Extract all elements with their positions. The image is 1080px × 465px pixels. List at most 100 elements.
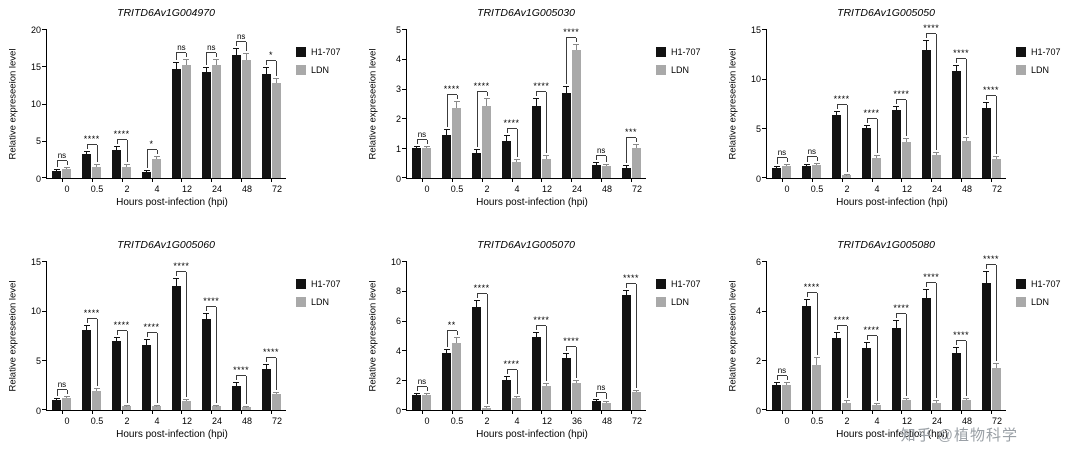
y-tick-label: 15 (750, 24, 761, 35)
error-bar (866, 125, 868, 129)
sig-bracket-top (506, 128, 517, 130)
x-tick-mark (901, 179, 903, 182)
x-tick-label: 0.5 (90, 416, 104, 426)
sig-bracket-top (986, 94, 997, 96)
sig-bracket-right-leg (816, 156, 818, 161)
error-bar-cap (53, 398, 60, 400)
sig-bracket-left-leg (206, 306, 208, 311)
y-tick-mark (402, 320, 406, 322)
sig-bracket-top (206, 52, 217, 54)
y-tick-mark (42, 177, 46, 178)
bar-h1-707 (921, 49, 931, 178)
error-bar-cap (593, 162, 600, 164)
bar-h1-707 (531, 106, 541, 178)
sig-bracket-left-leg (176, 271, 178, 276)
plot-area: ns **** **** **** **** **** ns *** (402, 28, 646, 182)
y-axis-ticks: 0 5 10 15 (20, 257, 46, 416)
error-bar (56, 399, 58, 401)
x-tick-label: 2 (844, 416, 850, 426)
legend-item: LDN (1016, 65, 1061, 75)
error-bar-cap (503, 376, 510, 378)
error-bar (446, 349, 448, 354)
significance-label: **** (83, 307, 100, 318)
significance-label: **** (83, 133, 100, 144)
error-bar-cap (123, 404, 130, 406)
error-bar-cap (93, 388, 100, 390)
error-bar (185, 59, 187, 65)
legend-item: H1-707 (1016, 279, 1061, 289)
bar-group: **** (916, 23, 946, 182)
error-bar (96, 165, 98, 167)
bar-ldn (842, 175, 852, 178)
chart-title: TRITD6Av1G005080 (837, 239, 935, 251)
y-tick-mark (42, 103, 46, 105)
error-bar (535, 332, 537, 337)
bar-group: **** (797, 261, 827, 414)
error-bar (476, 149, 478, 153)
y-tick-mark (42, 66, 46, 68)
bar-group: **** (827, 29, 857, 182)
error-bar (635, 145, 637, 149)
x-tick-label: 24 (931, 184, 942, 194)
error-bar (86, 151, 88, 155)
sig-bracket-top (56, 159, 67, 161)
sig-bracket-left-leg (266, 358, 268, 363)
error-bar (595, 399, 597, 402)
error-bar (565, 87, 567, 94)
error-bar (116, 147, 118, 151)
bar-ldn (961, 400, 971, 410)
x-tick-mark (631, 411, 633, 414)
sig-bracket-left-leg (116, 330, 118, 335)
bar-ldn (241, 59, 251, 178)
legend-swatch-ldn (656, 65, 666, 75)
error-bar (816, 357, 818, 366)
error-bar-cap (413, 145, 420, 147)
x-tick-label: 2 (484, 184, 490, 194)
error-bar-cap (63, 166, 70, 168)
sig-bracket-left-leg (446, 95, 448, 128)
bar-ldn (931, 402, 941, 410)
sig-bracket-top (536, 324, 547, 326)
significance-label: **** (953, 329, 970, 340)
sig-bracket-top (896, 98, 907, 100)
sig-bracket-right-leg (186, 271, 188, 398)
chart-title: TRITD6Av1G005030 (477, 7, 575, 19)
error-bar (866, 342, 868, 348)
x-tick-mark (961, 411, 963, 414)
bar-h1-707 (561, 93, 571, 178)
bar-ldn (601, 166, 611, 178)
bar-h1-707 (621, 167, 631, 178)
bar-ldn (271, 394, 281, 410)
x-tick-label: 0 (424, 416, 430, 426)
legend-label: LDN (1031, 65, 1050, 75)
error-bar (905, 139, 907, 143)
bar-h1-707 (261, 73, 271, 178)
x-tick-mark (61, 179, 63, 182)
sig-bracket-left-leg (926, 282, 928, 287)
sig-bracket-left-leg (146, 150, 148, 169)
sig-bracket-left-leg (476, 294, 478, 299)
bar-h1-707 (802, 166, 812, 178)
significance-label: **** (863, 107, 880, 118)
significance-label: * (269, 49, 274, 60)
bar-ldn (601, 402, 611, 410)
sig-bracket-right-leg (636, 283, 638, 388)
significance-label: **** (893, 88, 910, 99)
significance-label: **** (503, 118, 520, 129)
sig-bracket-top (416, 385, 427, 387)
x-tick-mark (211, 411, 213, 414)
x-tick-mark (421, 411, 423, 414)
significance-label: ns (236, 32, 246, 42)
error-bar (625, 166, 627, 168)
error-bar (816, 163, 818, 166)
y-tick-label: 0 (35, 405, 41, 416)
y-axis-label-col: Relative expreseeion level (366, 261, 380, 411)
bar-h1-707 (201, 318, 211, 410)
chart-panel-6: TRITD6Av1G005080 Relative expreseeion le… (720, 232, 1080, 464)
error-bar (175, 278, 177, 286)
y-tick-label: 15 (30, 256, 41, 267)
chart-panel-1: TRITD6Av1G004970 Relative expreseeion le… (0, 0, 360, 232)
error-bar (955, 347, 957, 353)
sig-bracket-right-leg (846, 105, 848, 172)
x-tick-label: 72 (631, 184, 642, 194)
